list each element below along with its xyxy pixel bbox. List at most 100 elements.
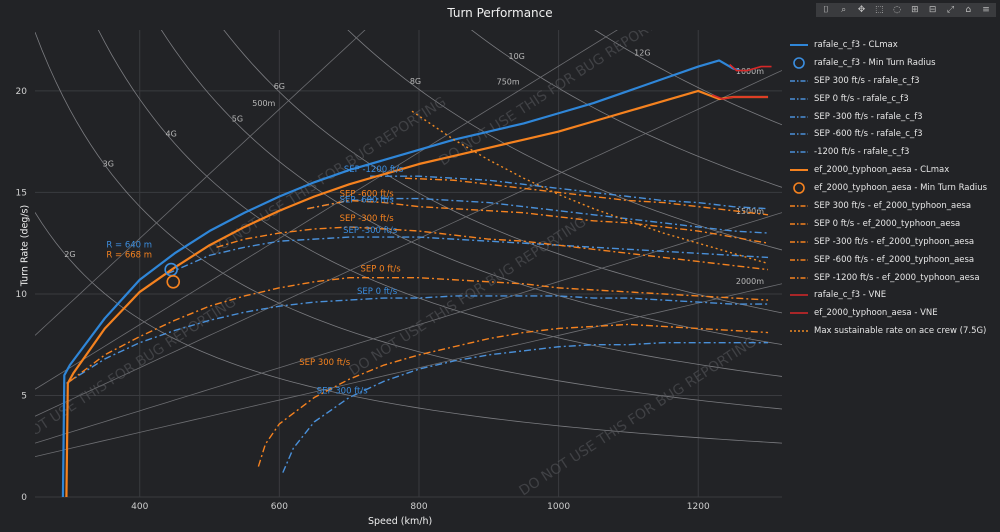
legend-item-label: rafale_c_f3 - VNE: [814, 290, 887, 301]
series-line: [66, 295, 769, 384]
home-icon[interactable]: ⌂: [965, 5, 972, 15]
chart-legend: rafale_c_f3 - CLmax rafale_c_f3 - Min Tur…: [788, 36, 998, 340]
legend-swatch: [790, 258, 808, 261]
turn-radius-label: 1500m: [736, 207, 764, 216]
g-load-label: 5G: [232, 114, 243, 123]
box-select-icon[interactable]: ⬚: [875, 5, 884, 15]
series-line: [307, 197, 769, 234]
legend-item[interactable]: ef_2000_typhoon_aesa - CLmax: [788, 161, 998, 179]
series-line: [411, 110, 769, 265]
series-line: [65, 89, 769, 497]
g-load-line: [470, 30, 782, 188]
annotation-label: SEP 0 ft/s: [357, 287, 398, 297]
legend-item-label: ef_2000_typhoon_aesa - Min Turn Radius: [814, 183, 988, 194]
g-load-label: 6G: [274, 82, 285, 91]
legend-item-label: SEP 300 ft/s - rafale_c_f3: [814, 75, 920, 86]
annotation-label: SEP 0 ft/s: [360, 265, 401, 275]
legend-swatch: [790, 115, 808, 118]
series-line: [711, 94, 769, 100]
x-tick-label: 1200: [687, 502, 710, 512]
plot-modebar: ⌷ ⌕ ✥ ⬚ ◌ ⊞ ⊟ ⤢ ⌂ ≡: [816, 3, 996, 17]
legend-item-label: Max sustainable rate on ace crew (7.5G): [814, 326, 987, 337]
legend-item[interactable]: Max sustainable rate on ace crew (7.5G): [788, 322, 998, 340]
turn-radius-label: 500m: [252, 99, 275, 108]
series-line: [69, 277, 769, 382]
x-tick-label: 600: [271, 502, 288, 512]
y-tick-label: 20: [16, 87, 28, 97]
g-load-label: 2G: [64, 250, 75, 259]
legend-item-label: ef_2000_typhoon_aesa - VNE: [814, 308, 938, 319]
y-axis-title: Turn Rate (deg/s): [19, 204, 31, 287]
legend-item-label: SEP -1200 ft/s - ef_2000_typhoon_aesa: [814, 272, 980, 283]
legend-item[interactable]: ef_2000_typhoon_aesa - Min Turn Radius: [788, 179, 998, 197]
turn-radius-line: [35, 30, 618, 390]
series-line: [61, 59, 741, 497]
legend-item[interactable]: SEP -300 ft/s - rafale_c_f3: [788, 108, 998, 126]
legend-swatch: [790, 205, 808, 207]
legend-swatch: [793, 182, 805, 194]
legend-item-label: SEP 0 ft/s - ef_2000_typhoon_aesa: [814, 218, 961, 229]
series-line: [307, 199, 769, 244]
annotation-label: SEP -1200 ft/s: [344, 165, 404, 175]
annotation-label: SEP 300 ft/s: [317, 386, 369, 396]
legend-item[interactable]: rafale_c_f3 - VNE: [788, 286, 998, 304]
annotation-label: SEP -600 ft/s: [340, 196, 395, 206]
legend-item[interactable]: ef_2000_typhoon_aesa - VNE: [788, 304, 998, 322]
zoom-out-icon[interactable]: ⊟: [928, 5, 937, 15]
legend-item[interactable]: SEP 300 ft/s - ef_2000_typhoon_aesa: [788, 197, 998, 215]
g-load-line: [35, 212, 782, 444]
turn-radius-label: 2000m: [736, 277, 764, 286]
spike-icon[interactable]: ≡: [982, 5, 990, 15]
legend-swatch: [790, 169, 808, 172]
series-line: [282, 341, 769, 473]
g-load-line: [594, 30, 782, 126]
turn-radius-label: 1000m: [736, 67, 764, 76]
legend-item-label: SEP -600 ft/s - ef_2000_typhoon_aesa: [814, 254, 975, 265]
legend-item[interactable]: SEP 0 ft/s - ef_2000_typhoon_aesa: [788, 215, 998, 233]
legend-item-label: SEP 300 ft/s - ef_2000_typhoon_aesa: [814, 200, 972, 211]
y-tick-label: 15: [16, 188, 27, 198]
camera-icon[interactable]: ⌷: [823, 5, 829, 15]
legend-item-label: SEP -600 ft/s - rafale_c_f3: [814, 129, 923, 140]
zoom-in-icon[interactable]: ⊞: [911, 5, 919, 15]
legend-swatch: [790, 330, 808, 332]
lasso-icon[interactable]: ◌: [893, 5, 901, 15]
legend-item-label: SEP -300 ft/s - ef_2000_typhoon_aesa: [814, 236, 975, 247]
legend-swatch: [790, 276, 808, 279]
plot-area: 2G 3G 4G 5G 6G 8G 10G 12G 500m 750m 1000m 1500m 2000…: [35, 30, 782, 499]
x-axis-title: Speed (km/h): [368, 516, 433, 527]
legend-swatch: [793, 57, 805, 69]
legend-item[interactable]: SEP 0 ft/s - rafale_c_f3: [788, 90, 998, 108]
annotation-label: R = 668 m: [106, 250, 152, 260]
zoom-icon[interactable]: ⌕: [841, 5, 847, 15]
x-tick-label: 400: [131, 502, 148, 512]
annotation-label: SEP -300 ft/s: [343, 226, 398, 236]
legend-item[interactable]: SEP -1200 ft/s - ef_2000_typhoon_aesa: [788, 269, 998, 287]
legend-item[interactable]: SEP 300 ft/s - rafale_c_f3: [788, 72, 998, 90]
legend-item[interactable]: SEP -300 ft/s - ef_2000_typhoon_aesa: [788, 233, 998, 251]
min-turn-radius-marker: [166, 274, 181, 289]
x-tick-label: 1000: [547, 502, 570, 512]
legend-swatch: [790, 133, 808, 136]
legend-item[interactable]: SEP -600 ft/s - ef_2000_typhoon_aesa: [788, 251, 998, 269]
legend-item-label: rafale_c_f3 - Min Turn Radius: [814, 57, 936, 68]
legend-swatch: [790, 223, 808, 225]
legend-item[interactable]: rafale_c_f3 - CLmax: [788, 36, 998, 54]
legend-item[interactable]: -1200 ft/s - rafale_c_f3: [788, 143, 998, 161]
legend-item[interactable]: rafale_c_f3 - Min Turn Radius: [788, 54, 998, 72]
turn-radius-label: 750m: [497, 78, 520, 87]
annotation-label: SEP 300 ft/s: [299, 358, 351, 368]
pan-icon[interactable]: ✥: [857, 5, 866, 15]
autoscale-icon[interactable]: ⤢: [946, 5, 955, 15]
legend-swatch: [790, 97, 808, 100]
series-line: [404, 177, 769, 216]
g-load-line: [97, 30, 782, 377]
g-load-label: 3G: [103, 160, 114, 169]
legend-item[interactable]: SEP -600 ft/s - rafale_c_f3: [788, 125, 998, 143]
watermark-text: DO NOT USE THIS FOR BUG REPORTING: [517, 334, 760, 499]
g-load-label: 10G: [509, 52, 525, 61]
y-tick-label: 5: [21, 391, 27, 401]
y-tick-label: 0: [21, 493, 27, 503]
x-tick-label: 800: [410, 502, 427, 512]
